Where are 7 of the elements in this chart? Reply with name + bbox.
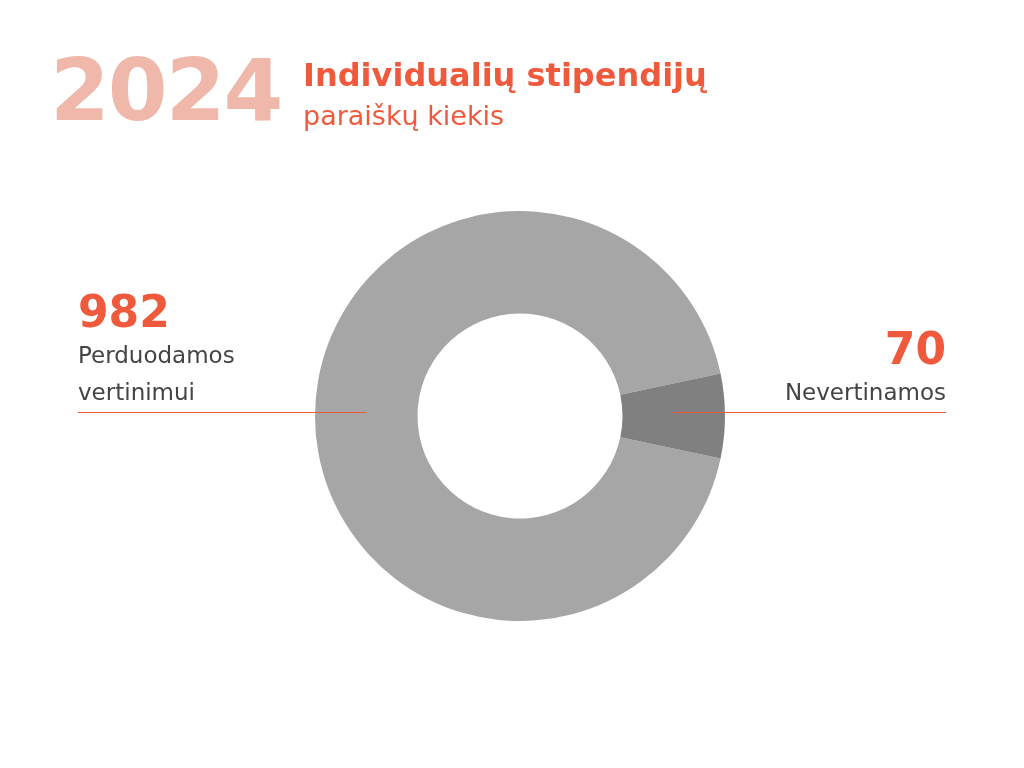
chart-subtitle: paraiškų kiekis xyxy=(303,100,505,131)
text: 2024 xyxy=(50,40,282,140)
data-label: 70 xyxy=(884,323,946,374)
chart-title: Individualių stipendijų xyxy=(303,56,707,94)
slice-label: Nevertinamos xyxy=(784,379,946,405)
data-label: 982 xyxy=(78,286,170,337)
slice-label: Perduodamos vertinimui xyxy=(78,342,235,405)
